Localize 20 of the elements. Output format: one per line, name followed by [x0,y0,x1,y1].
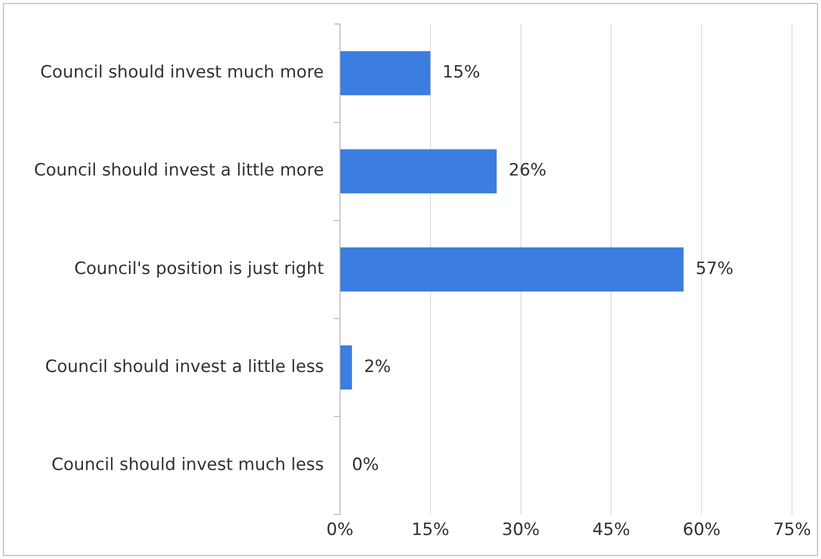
bar [340,149,497,194]
x-tick-label: 45% [592,520,630,540]
bar [340,247,684,292]
bar [340,51,430,96]
data-label: 2% [364,356,391,377]
x-tick-label: 0% [326,520,354,540]
data-label: 15% [442,62,480,83]
x-tick-label: 30% [502,520,540,540]
data-label: 0% [352,454,379,475]
data-label: 57% [696,258,734,279]
x-tick-label: 60% [682,520,721,540]
y-tick-label: Council should invest much less [51,454,324,475]
y-tick-label: Council should invest a little less [45,356,324,377]
x-tick-label: 15% [411,520,450,540]
y-tick-label: Council should invest much more [40,62,324,83]
bar [340,345,352,390]
data-label: 26% [508,160,546,181]
x-tick-label: 75% [773,520,812,540]
y-tick-label: Council should invest a little more [34,160,324,181]
y-tick-label: Council's position is just right [74,258,324,279]
